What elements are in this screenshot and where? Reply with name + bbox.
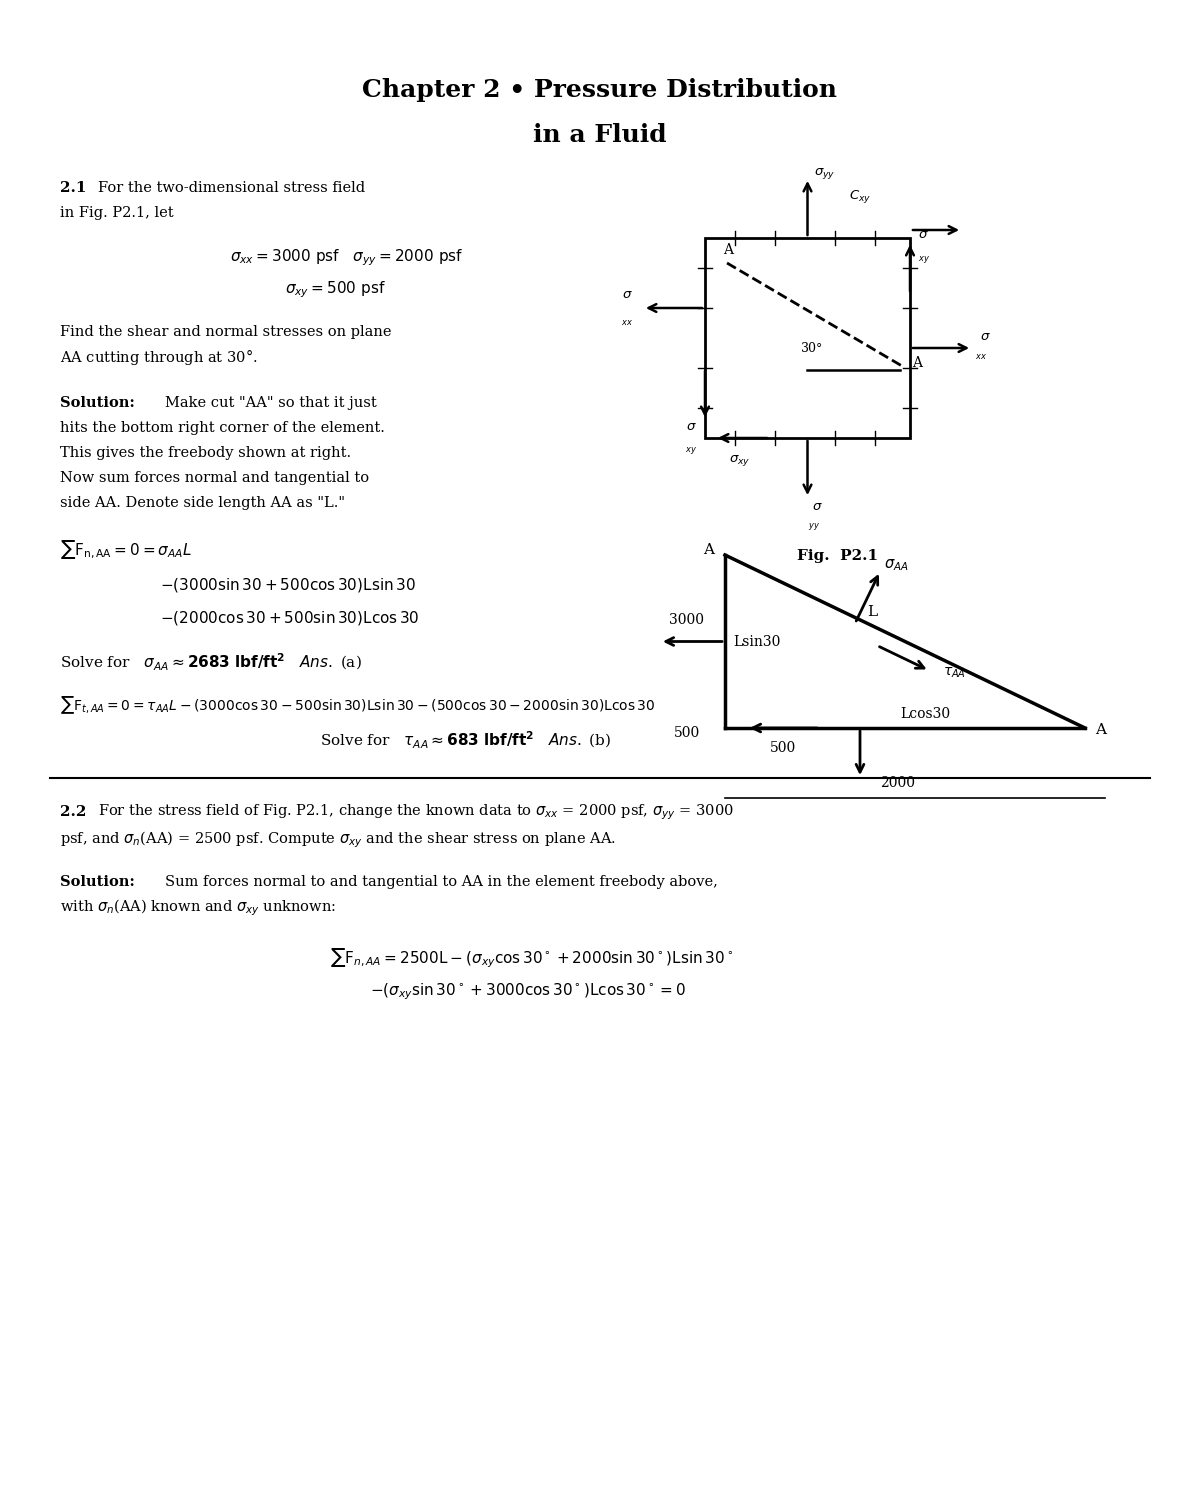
Text: Solution:: Solution: (60, 396, 134, 410)
Text: For the stress field of Fig. P2.1, change the known data to $\sigma_{xx}$ = 2000: For the stress field of Fig. P2.1, chang… (98, 802, 734, 822)
Text: For the two-dimensional stress field: For the two-dimensional stress field (98, 182, 365, 195)
Text: 30$\degree$: 30$\degree$ (800, 340, 823, 356)
Text: $-(3000\sin 30 + 500\cos 30)\mathrm{L}\sin 30$: $-(3000\sin 30 + 500\cos 30)\mathrm{L}\s… (160, 576, 415, 594)
Text: $\sigma_{AA}$: $\sigma_{AA}$ (884, 556, 910, 573)
Text: Solution:: Solution: (60, 874, 134, 890)
Text: Now sum forces normal and tangential to: Now sum forces normal and tangential to (60, 471, 370, 484)
Text: $\sum\mathrm{F}_{n,AA} = 2500\mathrm{L} - (\sigma_{xy}\cos 30^\circ + 2000\sin 3: $\sum\mathrm{F}_{n,AA} = 2500\mathrm{L} … (330, 946, 733, 970)
Text: $\sigma$: $\sigma$ (812, 500, 823, 513)
Text: $_{yy}$: $_{yy}$ (809, 519, 821, 532)
Text: $\sigma_{xy}$: $\sigma_{xy}$ (730, 453, 751, 468)
Text: Solve for   $\sigma_{AA} \approx \mathbf{2683\ lbf/ft^2}$   $\mathit{Ans.}$ (a): Solve for $\sigma_{AA} \approx \mathbf{2… (60, 651, 362, 672)
Bar (706, 238, 910, 438)
Text: $\sigma_{xy} = 500\ \mathrm{psf}$: $\sigma_{xy} = 500\ \mathrm{psf}$ (286, 279, 386, 300)
Text: $\sigma$: $\sigma$ (980, 330, 991, 342)
Text: Find the shear and normal stresses on plane: Find the shear and normal stresses on pl… (60, 326, 391, 339)
Text: $\sigma_{xx} = 3000\ \mathrm{psf}$   $\sigma_{yy} = 2000\ \mathrm{psf}$: $\sigma_{xx} = 3000\ \mathrm{psf}$ $\sig… (230, 248, 463, 268)
Text: $-(2000\cos 30 + 500\sin 30)\mathrm{L}\cos 30$: $-(2000\cos 30 + 500\sin 30)\mathrm{L}\c… (160, 609, 420, 627)
Text: $_{xx}$: $_{xx}$ (620, 315, 634, 328)
Text: Fig.  P2.1: Fig. P2.1 (797, 549, 878, 562)
Text: A: A (1096, 723, 1106, 736)
Text: 3000: 3000 (670, 612, 704, 627)
Text: A: A (703, 543, 714, 556)
Text: 500: 500 (770, 741, 797, 754)
Text: $_{xy}$: $_{xy}$ (685, 444, 697, 456)
Text: 500: 500 (674, 726, 700, 740)
Text: $\sum\mathrm{F}_{t,AA} = 0 = \tau_{AA}L - (3000\cos 30 - 500\sin 30)\mathrm{L}\s: $\sum\mathrm{F}_{t,AA} = 0 = \tau_{AA}L … (60, 694, 655, 715)
Text: Chapter 2 • Pressure Distribution: Chapter 2 • Pressure Distribution (362, 78, 838, 102)
Text: Make cut "AA" so that it just: Make cut "AA" so that it just (166, 396, 377, 410)
Text: in a Fluid: in a Fluid (533, 123, 667, 147)
Text: $-(\sigma_{xy}\sin 30^\circ + 3000\cos 30^\circ)\mathrm{L}\cos 30^\circ = 0$: $-(\sigma_{xy}\sin 30^\circ + 3000\cos 3… (370, 981, 686, 1002)
Text: with $\sigma_n$(AA) known and $\sigma_{xy}$ unknown:: with $\sigma_n$(AA) known and $\sigma_{x… (60, 897, 336, 918)
Text: $\tau_{AA}$: $\tau_{AA}$ (943, 664, 966, 680)
Text: 2000: 2000 (880, 776, 916, 790)
Text: 2.2: 2.2 (60, 806, 86, 819)
Text: AA cutting through at 30$\degree$.: AA cutting through at 30$\degree$. (60, 346, 258, 368)
Text: A: A (912, 356, 922, 370)
Text: $\sigma$: $\sigma$ (686, 420, 697, 432)
Text: 2.1: 2.1 (60, 182, 86, 195)
Text: This gives the freebody shown at right.: This gives the freebody shown at right. (60, 446, 352, 460)
Text: $C_{xy}$: $C_{xy}$ (850, 188, 872, 204)
Text: in Fig. P2.1, let: in Fig. P2.1, let (60, 206, 174, 220)
Text: $\sigma$: $\sigma$ (918, 228, 929, 240)
Text: $_{xx}$: $_{xx}$ (974, 350, 988, 363)
Text: hits the bottom right corner of the element.: hits the bottom right corner of the elem… (60, 422, 385, 435)
Text: side AA. Denote side length AA as "L.": side AA. Denote side length AA as "L." (60, 496, 346, 510)
Text: L: L (866, 604, 877, 618)
Text: Solve for   $\tau_{AA} \approx \mathbf{683\ lbf/ft^2}$   $\mathit{Ans.}$ (b): Solve for $\tau_{AA} \approx \mathbf{683… (320, 729, 612, 750)
Text: $\sigma$: $\sigma$ (623, 288, 634, 300)
Text: $_{xy}$: $_{xy}$ (918, 252, 930, 266)
Text: $\sum\mathrm{F}_{\mathrm{n,AA}} = 0 = \sigma_{AA}L$: $\sum\mathrm{F}_{\mathrm{n,AA}} = 0 = \s… (60, 538, 192, 561)
Text: Lsin30: Lsin30 (733, 634, 780, 648)
Text: psf, and $\sigma_n$(AA) = 2500 psf. Compute $\sigma_{xy}$ and the shear stress o: psf, and $\sigma_n$(AA) = 2500 psf. Comp… (60, 830, 616, 850)
Text: A: A (722, 243, 733, 256)
Text: Sum forces normal to and tangential to AA in the element freebody above,: Sum forces normal to and tangential to A… (166, 874, 718, 890)
Text: Lcos30: Lcos30 (900, 706, 950, 722)
Text: $\sigma_{yy}$: $\sigma_{yy}$ (815, 165, 836, 180)
